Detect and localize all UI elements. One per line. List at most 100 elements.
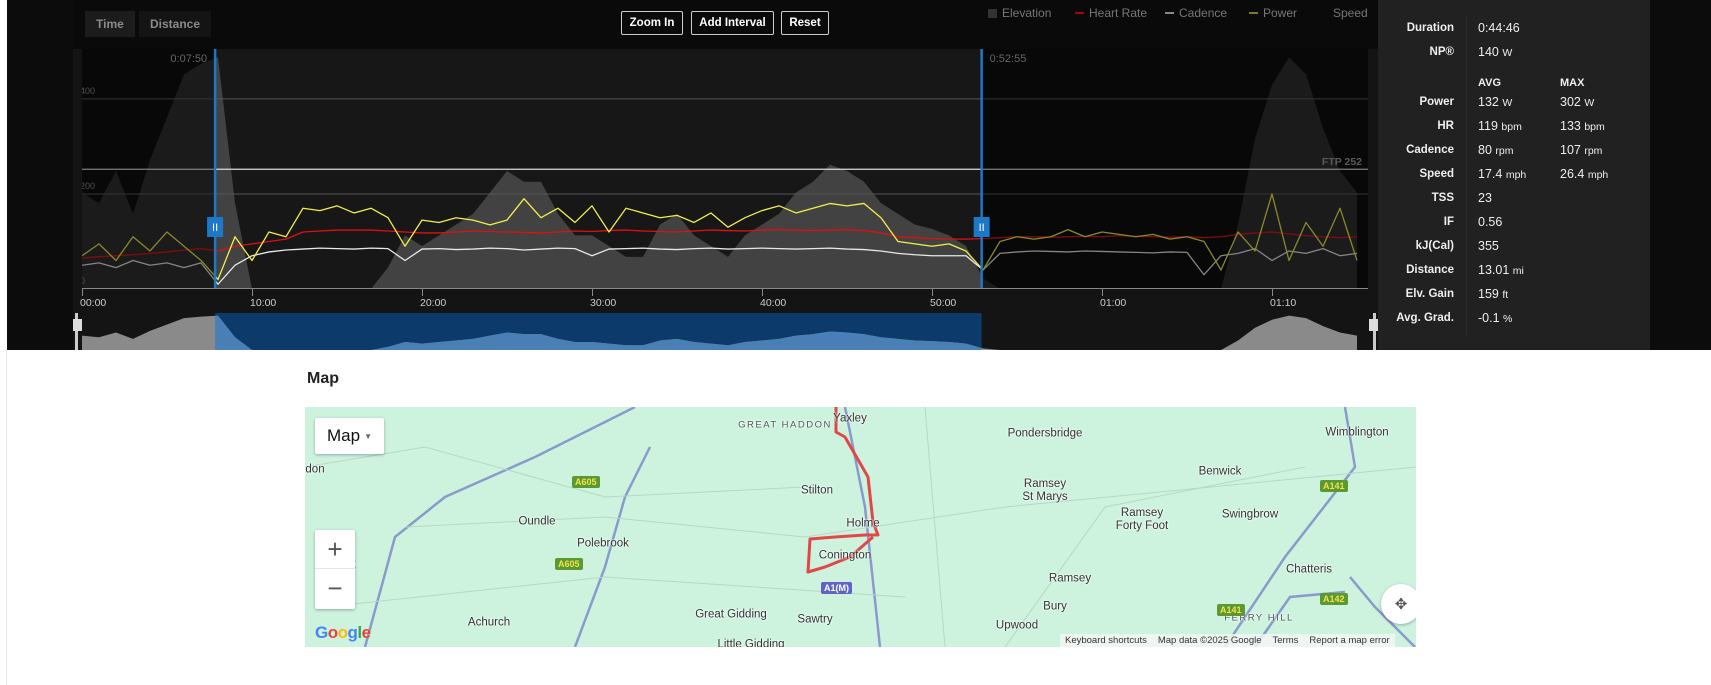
place-label: FERRY HILL <box>1224 612 1294 624</box>
map-tiles[interactable] <box>305 407 1416 647</box>
legend-heart-rate[interactable]: Heart Rate <box>1075 6 1147 20</box>
unit: rpm <box>1495 145 1514 157</box>
road <box>1223 407 1357 647</box>
road-shield: A141 <box>1320 480 1348 492</box>
navigator-handle[interactable] <box>75 313 78 350</box>
place-label: Chatteris <box>1285 563 1333 576</box>
legend-label: Speed <box>1333 6 1368 20</box>
reset-button[interactable]: Reset <box>781 11 829 35</box>
x-tick <box>932 289 933 296</box>
value: 132 <box>1478 95 1499 109</box>
map-heading: Map <box>307 370 339 387</box>
legend-cadence[interactable]: Cadence <box>1165 6 1227 20</box>
toggle-time[interactable]: Time <box>85 11 135 37</box>
place-label: Little Gidding <box>717 638 785 648</box>
place-label: Conington <box>818 549 872 562</box>
unit: bpm <box>1584 121 1605 133</box>
legend-label: Heart Rate <box>1089 6 1148 20</box>
value: 26.4 <box>1560 167 1585 181</box>
map-zoom-in-button[interactable]: + <box>315 530 355 569</box>
map-pan-icon[interactable]: ✥ <box>1381 584 1416 624</box>
power-line <box>82 193 1358 281</box>
map-zoom-out-button[interactable]: − <box>327 573 343 603</box>
stat-label: Distance <box>1406 264 1454 276</box>
unit: ft <box>1502 289 1509 301</box>
legend-label: Power <box>1263 6 1298 20</box>
power-swatch <box>1249 12 1258 14</box>
y-tick-label: 400 <box>82 86 95 96</box>
navigator-grip-icon[interactable] <box>1369 319 1378 331</box>
interval-handle[interactable] <box>207 217 224 237</box>
interval-handle[interactable] <box>973 217 990 237</box>
x-tick <box>592 289 593 296</box>
stat-max-value: 107 rpm <box>1560 143 1602 157</box>
road-shield: A142 <box>1320 593 1348 605</box>
cadence-swatch <box>1165 12 1174 14</box>
unit: rpm <box>1584 145 1603 157</box>
divider <box>1466 15 1467 335</box>
stats-panel <box>1378 0 1650 350</box>
stat-value: 13.01 mi <box>1478 263 1524 277</box>
legend-speed[interactable]: Speed <box>1333 6 1368 20</box>
divider <box>6 350 7 685</box>
x-tick <box>82 289 83 296</box>
minor-road <box>1004 466 1306 647</box>
route-map[interactable]: Yaxley GREAT HADDON Stilton Holme Conington S… <box>305 407 1416 647</box>
value: 119 <box>1478 119 1498 133</box>
place-label: Holme <box>846 517 880 530</box>
grip-icon: II <box>212 222 218 234</box>
x-tick <box>1272 289 1273 296</box>
map-type-label: Map <box>327 426 361 445</box>
zoom-in-button[interactable]: Zoom In <box>621 11 683 35</box>
keyboard-shortcuts-link[interactable]: Keyboard shortcuts <box>1065 635 1147 646</box>
road-shield: A605 <box>572 476 600 488</box>
range-navigator[interactable] <box>73 313 1378 350</box>
legend-label: Cadence <box>1179 6 1228 20</box>
road <box>363 407 636 647</box>
map-data-credit: Map data ©2025 Google <box>1157 635 1262 646</box>
x-tick-label: 20:00 <box>420 297 447 309</box>
stat-label: NP® <box>1429 46 1454 58</box>
stat-label: Cadence <box>1406 144 1454 156</box>
map-type-control[interactable]: Map ▼ <box>315 418 384 454</box>
value: 17.4 <box>1478 167 1503 181</box>
place-label: Great Gidding <box>695 608 767 621</box>
x-tick-label: 01:10 <box>1270 297 1297 309</box>
activity-plot[interactable]: 0 200 400 FTP 252 II 0:07:50 II 0:52:55 <box>82 49 1368 289</box>
minor-road <box>305 446 806 498</box>
unit: bpm <box>1501 121 1522 133</box>
avg-header: AVG <box>1478 77 1502 89</box>
stat-value: 355 <box>1478 239 1499 253</box>
x-tick-label: 30:00 <box>590 297 617 309</box>
place-label: Yaxley <box>833 412 867 425</box>
add-interval-button[interactable]: Add Interval <box>691 11 774 35</box>
place-label: Bury <box>1043 600 1067 613</box>
toggle-distance[interactable]: Distance <box>139 11 212 37</box>
legend-elevation[interactable]: Elevation <box>988 6 1051 20</box>
road-shield: A1(M) <box>821 582 852 594</box>
place-label: Pondersbridge <box>1007 427 1083 440</box>
navigator-grip-icon[interactable] <box>73 319 82 331</box>
stat-max-value: 133 bpm <box>1560 119 1605 133</box>
terms-link[interactable]: Terms <box>1272 635 1299 646</box>
stat-value: 17.4 mph <box>1478 167 1526 181</box>
report-map-error-link[interactable]: Report a map error <box>1309 635 1390 646</box>
interval-time-label: 0:07:50 <box>170 53 207 65</box>
stat-max-value: 26.4 mph <box>1560 167 1608 181</box>
road-shield: A141 <box>1217 604 1245 616</box>
grip-icon: II <box>979 222 985 234</box>
road <box>573 446 652 647</box>
max-header: MAX <box>1560 77 1585 89</box>
stat-label: Speed <box>1419 168 1454 180</box>
navigator-selected-elevation <box>215 315 982 350</box>
stat-value: 140 W <box>1478 45 1512 59</box>
unselected-dim <box>981 49 1368 289</box>
google-logo: Google <box>315 623 371 642</box>
value: 159 <box>1478 287 1499 301</box>
route-line <box>806 407 880 574</box>
unit: W <box>1584 97 1595 109</box>
legend-power[interactable]: Power <box>1249 6 1297 20</box>
place-label: Upwood <box>995 619 1039 632</box>
navigator-handle[interactable] <box>1373 313 1376 350</box>
stat-value: 132 W <box>1478 95 1512 109</box>
